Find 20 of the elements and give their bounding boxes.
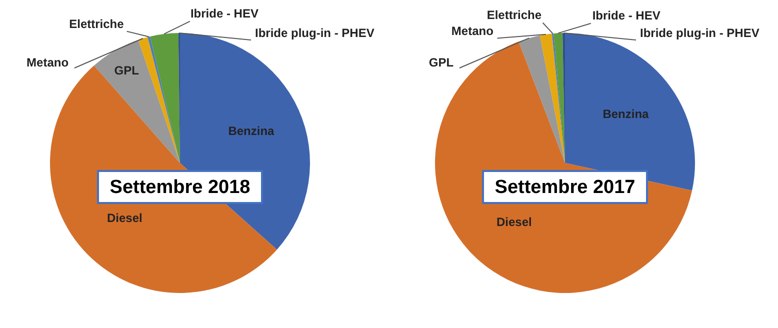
pie-slice <box>518 35 565 163</box>
pie-slice <box>540 34 565 163</box>
slice-label: Benzina <box>602 107 650 122</box>
slice-label: Ibride - HEV <box>592 8 660 23</box>
slice-label: Elettriche <box>69 16 124 31</box>
slice-label: Diesel <box>496 215 532 230</box>
slice-label: GPL <box>114 64 139 78</box>
slice-label: Diesel <box>106 210 142 225</box>
slice-label: Metano <box>451 24 494 38</box>
slice-label: Ibride plug-in - PHEV <box>640 26 760 40</box>
slice-label: Elettriche <box>486 8 542 22</box>
slice-label: Ibride plug-in - PHEV <box>255 26 374 40</box>
slice-label: Metano <box>26 56 69 70</box>
slice-label: GPL <box>428 56 454 70</box>
pie-slice <box>138 37 180 163</box>
slice-label: Ibride - HEV <box>190 6 258 20</box>
slice-label: Benzina <box>228 124 275 138</box>
text: Settembre 2018 <box>110 177 250 198</box>
pie-slice <box>94 40 180 163</box>
text: Settembre 2017 <box>494 177 636 198</box>
